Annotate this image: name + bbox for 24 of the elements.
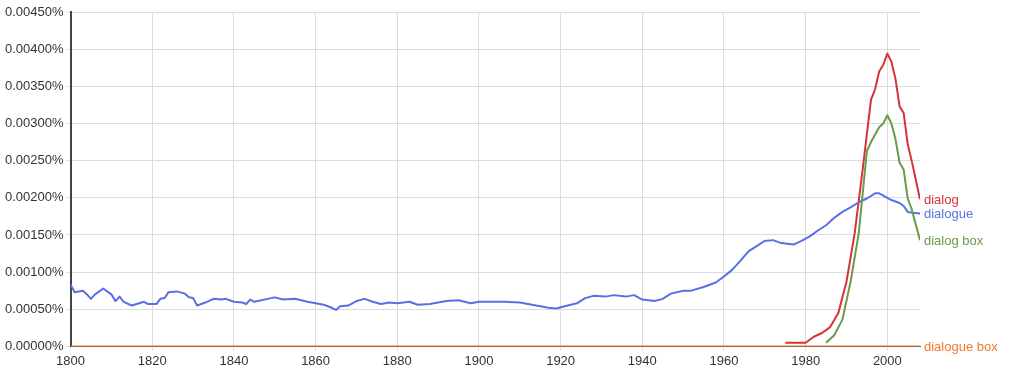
y-tick-label: 0.00450%	[4, 3, 64, 19]
x-tick-label: 2000	[872, 352, 902, 368]
x-tick-label: 1840	[219, 352, 249, 368]
y-tick-label: 0.00200%	[4, 189, 64, 205]
x-tick-label: 1960	[709, 352, 739, 368]
series-label: dialogue box	[924, 338, 999, 354]
x-tick-label: 1980	[791, 352, 821, 368]
x-tick-label: 1860	[301, 352, 331, 368]
y-tick-label: 0.00300%	[4, 115, 64, 131]
y-tick-label: 0.00150%	[4, 226, 64, 242]
x-tick-label: 1920	[546, 352, 576, 368]
x-tick-label: 1940	[627, 352, 657, 368]
x-tick-label: 1800	[56, 352, 86, 368]
x-tick-label: 1820	[137, 352, 167, 368]
y-tick-label: 0.00250%	[4, 152, 64, 168]
x-tick-label: 1900	[464, 352, 494, 368]
y-tick-label: 0.00350%	[4, 77, 64, 93]
y-tick-label: 0.00050%	[4, 300, 64, 316]
x-tick-label: 1880	[382, 352, 412, 368]
y-tick-label: 0.00400%	[4, 40, 64, 56]
y-tick-label: 0.00100%	[4, 263, 64, 279]
series-label: dialog box	[924, 232, 984, 248]
y-tick-label: 0.00000%	[4, 337, 64, 353]
series-label: dialog	[924, 191, 959, 207]
